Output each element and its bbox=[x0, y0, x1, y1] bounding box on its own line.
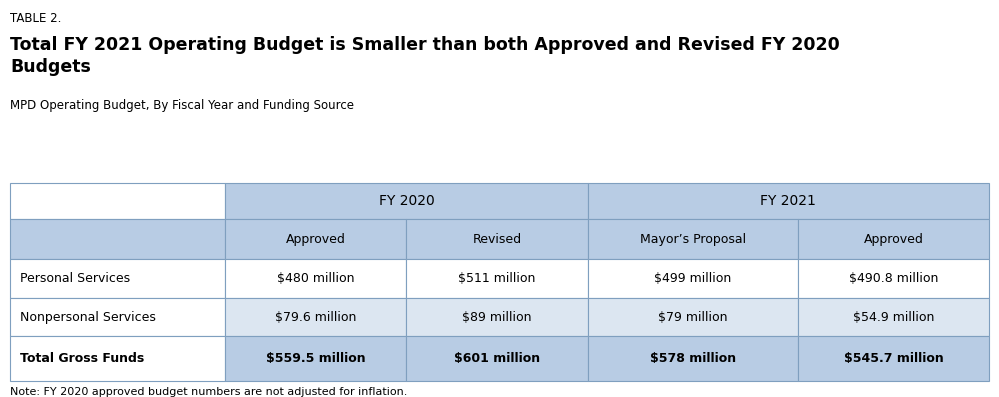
Text: FY 2021: FY 2021 bbox=[760, 194, 816, 208]
Bar bbox=[587, 336, 798, 381]
Text: $559.5 million: $559.5 million bbox=[266, 352, 366, 365]
Text: FY 2020: FY 2020 bbox=[379, 194, 435, 208]
Text: Mayor’s Proposal: Mayor’s Proposal bbox=[639, 233, 746, 246]
Text: $480 million: $480 million bbox=[277, 272, 355, 285]
Bar bbox=[587, 298, 798, 337]
Text: $511 million: $511 million bbox=[459, 272, 535, 285]
Bar bbox=[10, 298, 226, 337]
Text: $54.9 million: $54.9 million bbox=[853, 310, 934, 324]
Bar bbox=[226, 336, 407, 381]
Bar bbox=[407, 336, 587, 381]
Text: $79 million: $79 million bbox=[658, 310, 727, 324]
Bar bbox=[407, 219, 587, 259]
Bar bbox=[798, 336, 989, 381]
Bar bbox=[587, 259, 798, 298]
Bar bbox=[798, 298, 989, 337]
Text: TABLE 2.: TABLE 2. bbox=[10, 12, 61, 25]
Text: $545.7 million: $545.7 million bbox=[844, 352, 943, 365]
Bar bbox=[10, 336, 226, 381]
Text: Approved: Approved bbox=[863, 233, 923, 246]
Bar bbox=[226, 259, 407, 298]
Text: $601 million: $601 million bbox=[454, 352, 540, 365]
Text: $499 million: $499 million bbox=[654, 272, 731, 285]
Bar bbox=[226, 298, 407, 337]
Bar bbox=[226, 219, 407, 259]
Bar bbox=[798, 219, 989, 259]
Text: Approved: Approved bbox=[286, 233, 346, 246]
Text: MPD Operating Budget, By Fiscal Year and Funding Source: MPD Operating Budget, By Fiscal Year and… bbox=[10, 99, 354, 112]
Text: $490.8 million: $490.8 million bbox=[849, 272, 938, 285]
Text: Personal Services: Personal Services bbox=[20, 272, 130, 285]
Bar bbox=[587, 183, 989, 219]
Text: Note: FY 2020 approved budget numbers are not adjusted for inflation.: Note: FY 2020 approved budget numbers ar… bbox=[10, 387, 408, 397]
Bar bbox=[226, 183, 587, 219]
Bar bbox=[10, 259, 226, 298]
Bar bbox=[798, 259, 989, 298]
Text: Nonpersonal Services: Nonpersonal Services bbox=[20, 310, 156, 324]
Text: Total Gross Funds: Total Gross Funds bbox=[20, 352, 144, 365]
Bar bbox=[407, 298, 587, 337]
Text: Total FY 2021 Operating Budget is Smaller than both Approved and Revised FY 2020: Total FY 2021 Operating Budget is Smalle… bbox=[10, 36, 840, 76]
Bar bbox=[407, 259, 587, 298]
Text: $79.6 million: $79.6 million bbox=[276, 310, 357, 324]
Bar bbox=[10, 219, 226, 259]
Text: Revised: Revised bbox=[473, 233, 521, 246]
Text: $89 million: $89 million bbox=[463, 310, 531, 324]
Bar bbox=[587, 219, 798, 259]
Text: $578 million: $578 million bbox=[649, 352, 736, 365]
Bar bbox=[10, 183, 226, 219]
